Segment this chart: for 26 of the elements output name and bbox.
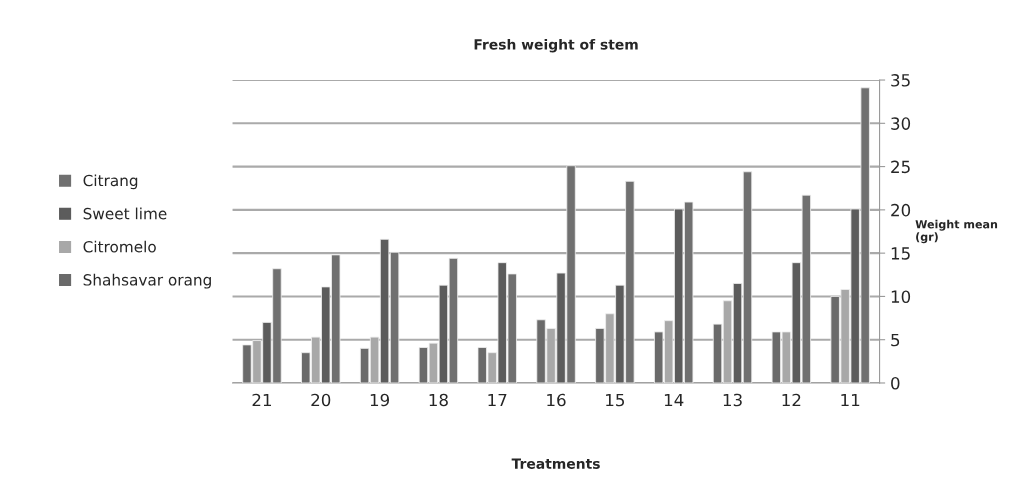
y-axis-title: Weight mean (gr) xyxy=(915,219,998,244)
x-tick-label: 19 xyxy=(370,393,390,407)
legend-label: Citrang xyxy=(83,174,138,190)
x-tick-label: 11 xyxy=(841,393,860,407)
y-tick-label: 10 xyxy=(891,290,911,303)
x-tick-label: 20 xyxy=(311,393,331,407)
x-tick-label: 15 xyxy=(606,393,625,407)
chart-title: Fresh weight of stem xyxy=(474,38,638,53)
x-axis-title: Treatments xyxy=(511,458,600,469)
y-tick-label: 20 xyxy=(891,203,911,217)
x-tick-label: 13 xyxy=(723,393,742,407)
y-tick-label: 0 xyxy=(891,376,900,390)
x-tick-label: 14 xyxy=(664,393,684,407)
y-tick-label: 35 xyxy=(891,74,910,87)
x-tick-label: 16 xyxy=(547,393,566,407)
x-tick-label: 12 xyxy=(782,393,801,407)
y-tick-label: 30 xyxy=(891,117,911,130)
legend-label: Shahsavar orang xyxy=(83,273,211,289)
x-tick-label: 17 xyxy=(488,393,507,407)
legend-label: Sweet lime xyxy=(83,207,167,220)
y-tick-label: 15 xyxy=(891,247,910,260)
y-tick-label: 5 xyxy=(891,333,900,347)
legend-label: Citromelo xyxy=(83,240,156,253)
x-tick-label: 21 xyxy=(252,393,272,407)
y-tick-label: 25 xyxy=(891,160,910,174)
x-tick-label: 18 xyxy=(429,393,448,407)
